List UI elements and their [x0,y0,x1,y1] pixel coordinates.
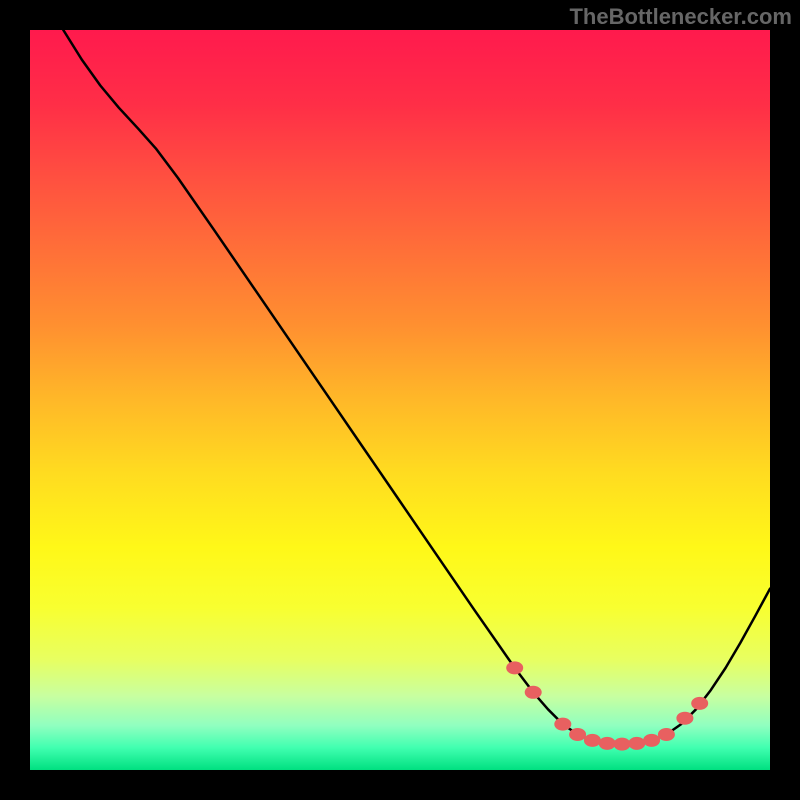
chart-background [30,30,770,770]
curve-marker [599,737,615,749]
chart-container: TheBottlenecker.com [0,0,800,800]
curve-marker [677,712,693,724]
curve-marker [614,738,630,750]
curve-marker [507,662,523,674]
curve-marker [644,734,660,746]
curve-marker [629,737,645,749]
curve-marker [584,734,600,746]
curve-marker [570,728,586,740]
chart-area [30,30,770,770]
curve-marker [555,718,571,730]
curve-marker [525,686,541,698]
chart-svg [30,30,770,770]
curve-marker [658,728,674,740]
curve-marker [692,697,708,709]
watermark-text: TheBottlenecker.com [569,4,792,30]
